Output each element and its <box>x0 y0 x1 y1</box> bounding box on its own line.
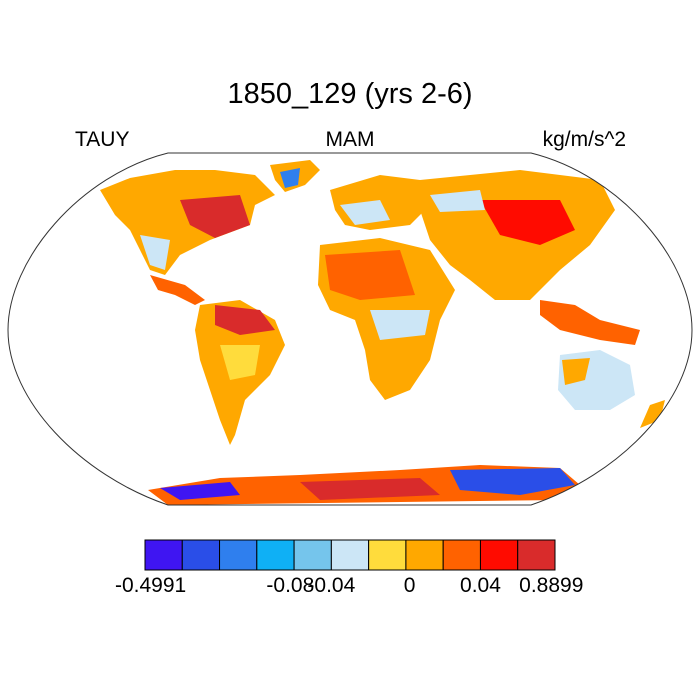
colorbar-swatch <box>293 539 332 571</box>
plot-title: 1850_129 (yrs 2-6) <box>227 78 473 110</box>
colorbar-label: -0.04 <box>307 574 356 597</box>
colorbar-swatch <box>517 539 556 571</box>
region-australia-orange <box>562 358 590 385</box>
region-siberia-light <box>430 190 485 212</box>
colorbar-label: -0.08 <box>266 574 315 597</box>
colorbar-swatch <box>442 539 481 571</box>
landmass-central-america <box>150 275 205 305</box>
region-antarctica-blue-west <box>160 482 240 500</box>
region-north-america-red <box>180 195 250 238</box>
colorbar-swatch <box>405 539 444 571</box>
region-north-america-light <box>140 235 170 270</box>
colorbar-swatch <box>479 539 519 571</box>
colorbar-label: 0.8899 <box>519 574 584 597</box>
globe-outline <box>7 152 693 506</box>
colorbar-swatch <box>256 539 295 571</box>
region-antarctica-red <box>300 478 440 500</box>
region-europe-light <box>340 200 390 225</box>
colorbar-swatch <box>368 539 407 571</box>
region-greenland-blue <box>280 168 300 188</box>
region-sahara-red <box>325 250 415 300</box>
season-label: MAM <box>325 128 375 151</box>
region-south-america-yellow <box>220 345 260 380</box>
colorbar-swatch <box>181 539 221 571</box>
landmass-new-zealand <box>640 400 665 428</box>
colorbar-label: 0.04 <box>460 574 501 597</box>
variable-label: TAUY <box>75 128 130 151</box>
region-asia-red <box>480 200 575 245</box>
region-antarctica-blue <box>450 468 575 495</box>
units-label: kg/m/s^2 <box>542 128 626 151</box>
region-amazon-red <box>215 305 275 335</box>
landmass-southeast-asia <box>540 300 640 345</box>
colorbar-swatch <box>219 539 258 571</box>
region-central-africa-light <box>370 310 430 340</box>
colorbar-swatch <box>144 539 183 571</box>
colorbar-label: 0 <box>403 574 416 597</box>
colorbar-swatch <box>330 539 370 571</box>
colorbar-label: -0.4991 <box>114 574 187 597</box>
